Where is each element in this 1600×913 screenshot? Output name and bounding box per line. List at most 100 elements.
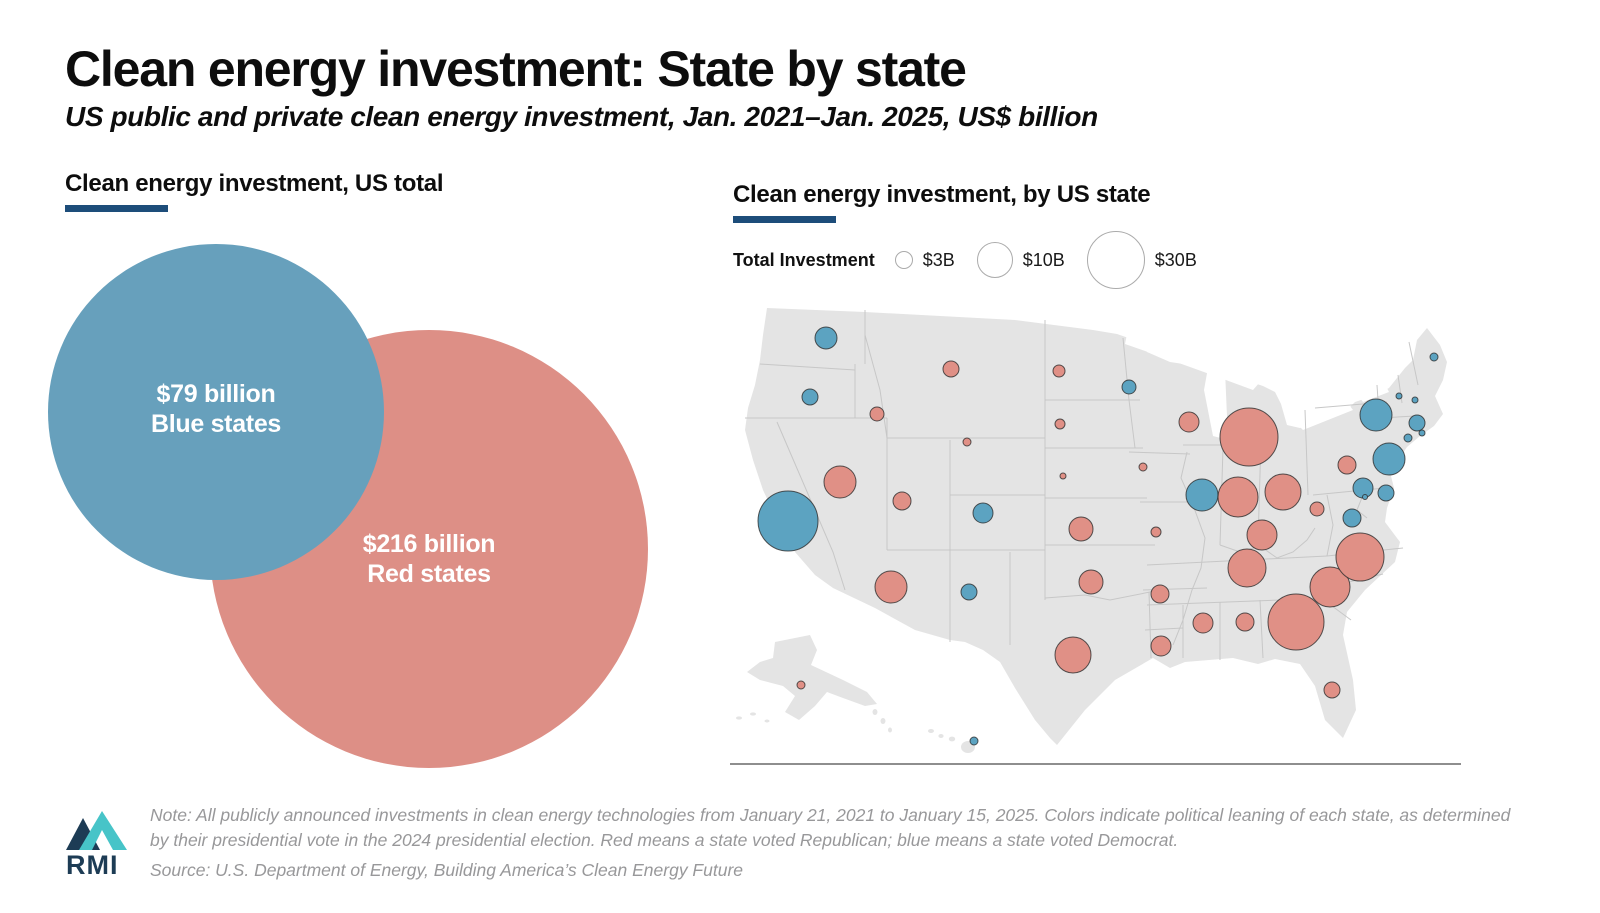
aleutian-island — [750, 712, 756, 716]
venn-value-label: $216 billion — [362, 529, 496, 558]
size-legend-value: $30B — [1154, 249, 1197, 270]
state-bubble-SD — [1054, 418, 1066, 430]
us-total-heading-underline — [65, 205, 168, 212]
size-legend-item: $3B — [894, 249, 955, 271]
state-bubble-DE — [1377, 484, 1395, 502]
state-border-line — [864, 334, 888, 439]
state-border-line — [759, 363, 856, 371]
state-bubble-TN — [1227, 548, 1267, 588]
state-bubble-WV — [1309, 501, 1325, 517]
state-bubble-NV — [823, 465, 857, 499]
alaska-archipelago-island — [880, 718, 886, 724]
state-bubble-ND — [1052, 364, 1066, 378]
state-bubble-KS — [1068, 516, 1094, 542]
state-bubbles — [757, 326, 1439, 746]
size-legend-circle — [976, 242, 1013, 278]
state-border-line — [1326, 494, 1334, 557]
state-border-line — [1304, 409, 1309, 496]
state-bubble-GA — [1267, 593, 1325, 651]
venn-chart: $79 billion Blue states $216 billion Red st… — [0, 0, 700, 800]
rmi-logo-text: RMI — [66, 850, 119, 878]
state-bubble-ME — [1429, 352, 1439, 362]
alaska-shape — [747, 635, 877, 720]
state-bubble-CA — [757, 490, 819, 552]
size-legend-value: $10B — [1022, 249, 1065, 270]
state-bubble-KY — [1246, 519, 1278, 551]
aleutian-island — [736, 716, 742, 720]
state-bubble-MI — [1219, 407, 1279, 467]
state-bubble-PA — [1337, 455, 1357, 475]
state-bubble-AR — [1150, 584, 1170, 604]
rmi-logo: RMI — [64, 806, 134, 880]
size-legend-item: $30B — [1086, 231, 1197, 289]
venn-group-label: Red states — [367, 560, 491, 588]
rmi-logo-svg: RMI — [66, 811, 127, 880]
state-bubble-IL — [1185, 478, 1219, 512]
lake-huron — [1265, 378, 1297, 408]
state-border-line — [1172, 451, 1206, 646]
footnotes: Note: All publicly announced investments… — [150, 803, 1528, 883]
great-lakes — [1125, 334, 1389, 440]
hawaii-island — [948, 736, 956, 742]
state-bubble-MA — [1408, 414, 1426, 432]
state-bubble-WY — [962, 437, 972, 447]
state-bubble-VT — [1395, 392, 1403, 400]
hawaii-island — [928, 729, 934, 733]
state-bubble-DC — [1362, 494, 1368, 500]
state-bubble-AL — [1235, 612, 1255, 632]
state-border-line — [1259, 599, 1264, 659]
state-bubble-NY — [1359, 398, 1393, 432]
rmi-logo-teal-peak — [79, 811, 127, 850]
venn-label: $216 billion Red states — [363, 529, 496, 590]
state-bubble-LA — [1150, 635, 1172, 657]
alaska-archipelago-island — [872, 709, 878, 715]
size-legend-item: $10B — [976, 242, 1065, 278]
size-legend-label: Total Investment — [733, 249, 875, 270]
state-bubble-AZ — [874, 570, 908, 604]
by-state-heading-underline — [733, 216, 836, 223]
state-bubble-NM — [960, 583, 978, 601]
state-bubble-OH — [1264, 473, 1302, 511]
size-legend-circle — [1086, 231, 1145, 289]
state-bubble-IN — [1217, 476, 1259, 518]
us-map-svg — [730, 308, 1461, 765]
source-text: Source: U.S. Department of Energy, Build… — [150, 859, 744, 880]
state-bubble-MO — [1150, 526, 1162, 538]
venn-circle-blue-states: $79 billion Blue states — [48, 244, 384, 580]
state-bubble-NH — [1411, 396, 1419, 404]
venn-group-label: Blue states — [150, 410, 282, 438]
state-bubble-WA — [814, 326, 838, 350]
state-bubble-MS — [1192, 612, 1214, 634]
state-bubble-WI — [1178, 411, 1200, 433]
venn-label: $79 billion Blue states — [151, 379, 281, 440]
state-bubble-UT — [892, 491, 912, 511]
state-bubble-AK — [796, 680, 806, 690]
state-border-line — [1128, 451, 1191, 455]
size-legend-circle — [894, 251, 913, 269]
state-bubble-MT — [942, 360, 960, 378]
page-title: Clean energy investment: State by state — [65, 41, 967, 97]
size-legend: Total Investment $3B $10B $30B — [733, 228, 1373, 292]
state-bubble-HI — [969, 736, 979, 746]
note-text: Note: All publicly announced investments… — [150, 805, 1511, 850]
state-bubble-NJ — [1372, 442, 1406, 476]
lake-superior — [1125, 334, 1260, 390]
state-bubble-ID — [869, 406, 885, 422]
state-bubble-OR — [801, 388, 819, 406]
by-state-heading: Clean energy investment, by US state — [733, 181, 1151, 208]
size-legend-value: $3B — [922, 249, 955, 270]
state-border-line — [1144, 627, 1184, 631]
lake-erie — [1295, 402, 1353, 430]
state-bubble-CT — [1403, 433, 1413, 443]
state-bubble-VA — [1342, 508, 1362, 528]
lake-michigan — [1204, 362, 1228, 440]
state-bubble-IA — [1138, 462, 1148, 472]
us-total-heading: Clean energy investment, US total — [65, 170, 444, 197]
alaska-archipelago-island — [888, 727, 892, 733]
state-border-line — [1408, 341, 1419, 386]
state-border-line — [776, 421, 846, 591]
state-bubble-FL — [1323, 681, 1341, 699]
venn-value-label: $79 billion — [156, 379, 276, 408]
us-map — [715, 290, 1485, 775]
